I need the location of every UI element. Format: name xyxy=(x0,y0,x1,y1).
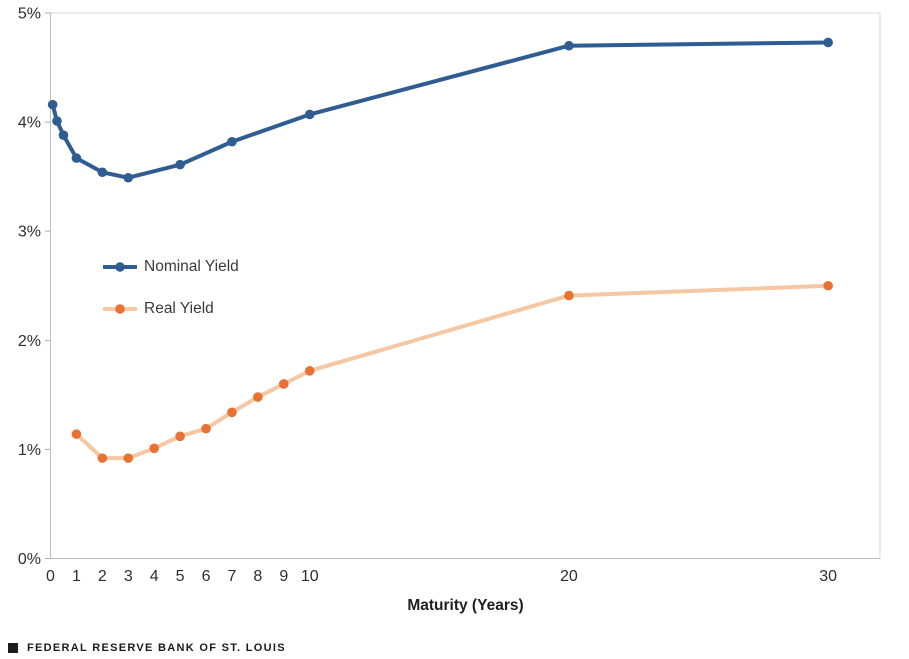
data-point-real-yield xyxy=(123,453,134,463)
yield-curve-chart: 0% 1% 2% 3% 4% 5% 0 1 2 3 4 5 6 7 8 9 10 20 30 xyxy=(18,6,881,585)
x-tick-label: 8 xyxy=(253,568,262,585)
footer-brand: FEDERAL RESERVE BANK OF ST. LOUIS xyxy=(8,642,286,654)
data-point-real-yield xyxy=(227,407,237,418)
data-point-real-yield xyxy=(175,431,185,442)
y-tick-label: 1% xyxy=(18,442,41,459)
chart-legend: Nominal Yield Real Yield xyxy=(103,258,239,342)
y-tick-label: 4% xyxy=(18,115,41,132)
x-tick-label: 1 xyxy=(72,568,81,585)
x-tick-label: 3 xyxy=(124,568,133,585)
data-point-real-yield xyxy=(278,379,289,389)
data-point-nominal-yield xyxy=(58,130,69,140)
data-point-real-yield xyxy=(304,366,315,376)
data-point-nominal-yield xyxy=(97,167,108,178)
data-point-real-yield xyxy=(97,453,108,463)
legend-label-nominal-yield: Nominal Yield xyxy=(144,258,239,275)
data-point-nominal-yield xyxy=(304,109,315,120)
series-line-nominal-yield xyxy=(50,40,831,180)
data-point-nominal-yield xyxy=(564,40,574,51)
y-tick-label: 0% xyxy=(18,551,41,568)
x-tick-label: 9 xyxy=(279,568,288,585)
legend-item-real-yield: Real Yield xyxy=(103,300,239,318)
x-tick-label: 7 xyxy=(228,568,237,585)
legend-item-nominal-yield: Nominal Yield xyxy=(103,258,239,276)
y-tick-label: 3% xyxy=(18,224,41,241)
data-point-real-yield xyxy=(201,423,211,434)
data-point-nominal-yield xyxy=(71,153,82,163)
data-point-nominal-yield xyxy=(123,172,134,183)
y-tick-label: 2% xyxy=(18,333,41,350)
data-point-nominal-yield xyxy=(175,159,185,170)
x-tick-label: 5 xyxy=(176,568,185,585)
real-yield-legend-swatch xyxy=(103,304,137,314)
data-point-real-yield xyxy=(253,392,263,402)
data-point-nominal-yield xyxy=(47,99,58,110)
x-tick-label: 0 xyxy=(46,568,55,585)
x-tick-label: 30 xyxy=(819,568,837,585)
x-tick-label: 10 xyxy=(301,568,319,585)
legend-label-real-yield: Real Yield xyxy=(144,300,214,317)
data-point-real-yield xyxy=(71,429,82,439)
x-tick-label: 6 xyxy=(202,568,211,585)
data-point-real-yield xyxy=(149,443,159,454)
data-point-real-yield xyxy=(823,280,833,291)
y-tick-label: 5% xyxy=(18,6,41,23)
brand-square-icon xyxy=(8,643,18,653)
x-tick-label: 4 xyxy=(150,568,159,585)
data-point-nominal-yield xyxy=(52,116,62,126)
footer-brand-text: FEDERAL RESERVE BANK OF ST. LOUIS xyxy=(27,642,286,654)
data-point-nominal-yield xyxy=(227,136,237,147)
x-tick-label: 2 xyxy=(98,568,107,585)
data-point-nominal-yield xyxy=(823,37,833,48)
x-axis-title: Maturity (Years) xyxy=(407,597,524,614)
nominal-yield-legend-swatch xyxy=(103,262,137,272)
data-point-real-yield xyxy=(564,290,574,301)
x-tick-label: 20 xyxy=(560,568,578,585)
